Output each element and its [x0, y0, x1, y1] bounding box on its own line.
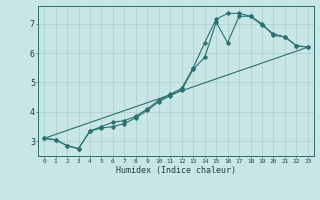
X-axis label: Humidex (Indice chaleur): Humidex (Indice chaleur) — [116, 166, 236, 175]
